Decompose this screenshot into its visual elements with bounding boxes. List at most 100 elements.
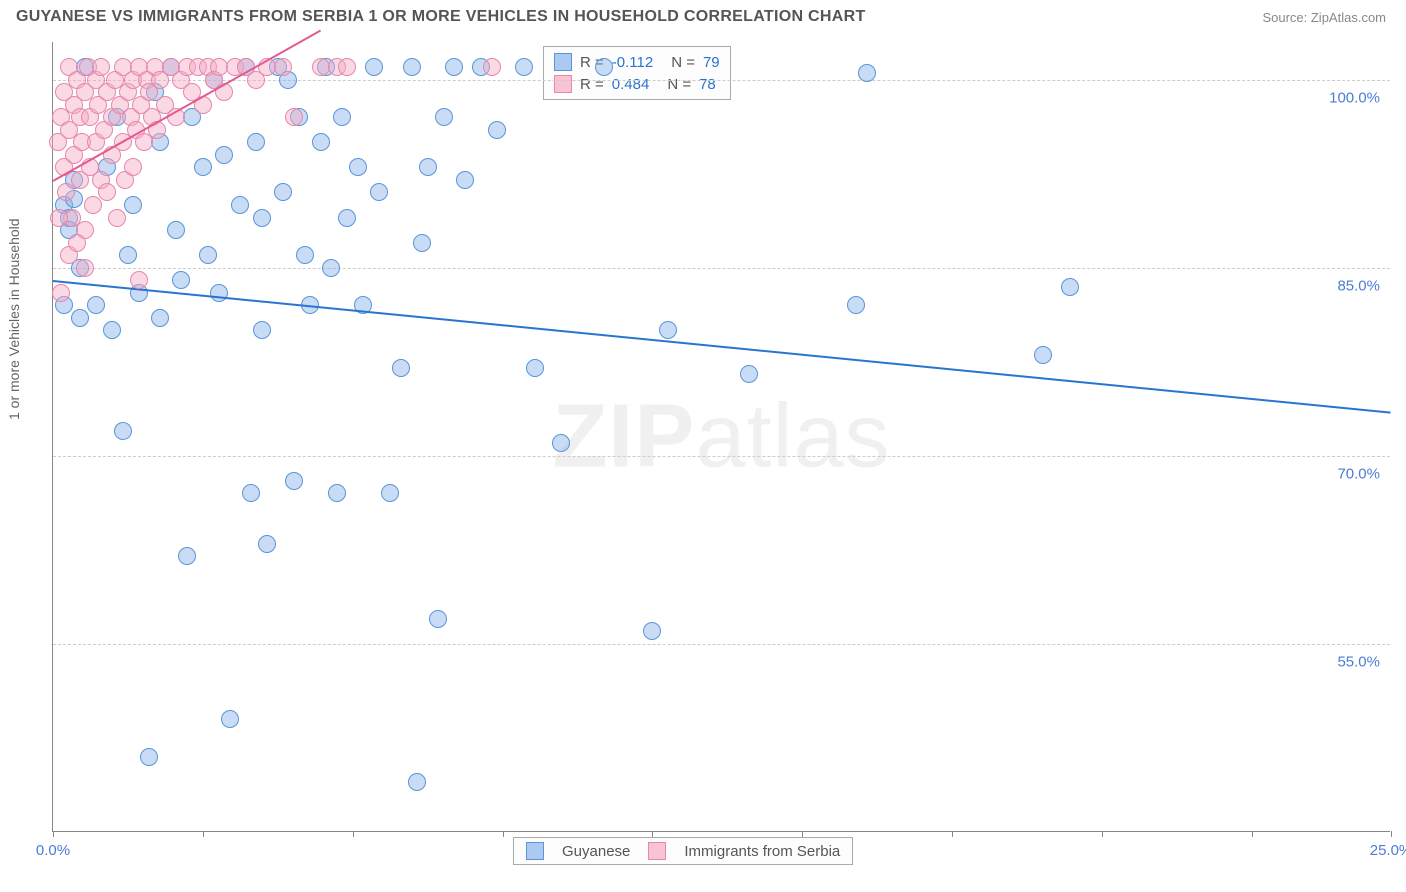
data-point	[119, 246, 137, 264]
data-point	[526, 359, 544, 377]
x-tick	[1252, 831, 1253, 837]
data-point	[242, 484, 260, 502]
data-point	[231, 196, 249, 214]
data-point	[365, 58, 383, 76]
n-value: 79	[703, 54, 720, 71]
data-point	[285, 108, 303, 126]
data-point	[215, 146, 233, 164]
gridline	[53, 644, 1390, 645]
x-tick	[1102, 831, 1103, 837]
data-point	[194, 158, 212, 176]
data-point	[274, 58, 292, 76]
data-point	[114, 422, 132, 440]
data-point	[595, 58, 613, 76]
data-point	[221, 710, 239, 728]
data-point	[456, 171, 474, 189]
data-point	[429, 610, 447, 628]
scatter-chart: ZIPatlas R = -0.112 N = 79 R = 0.484 N =…	[52, 42, 1390, 832]
data-point	[643, 622, 661, 640]
data-point	[419, 158, 437, 176]
data-point	[50, 209, 68, 227]
data-point	[333, 108, 351, 126]
data-point	[552, 434, 570, 452]
data-point	[338, 58, 356, 76]
x-tick	[652, 831, 653, 837]
data-point	[312, 133, 330, 151]
data-point	[296, 246, 314, 264]
data-point	[199, 246, 217, 264]
data-point	[515, 58, 533, 76]
swatch-icon	[526, 842, 544, 860]
data-point	[76, 259, 94, 277]
x-tick	[353, 831, 354, 837]
data-point	[172, 271, 190, 289]
stats-row-serbia: R = 0.484 N = 78	[554, 73, 720, 95]
bottom-legend: Guyanese Immigrants from Serbia	[513, 837, 853, 865]
data-point	[247, 133, 265, 151]
data-point	[338, 209, 356, 227]
data-point	[253, 321, 271, 339]
data-point	[130, 271, 148, 289]
data-point	[445, 58, 463, 76]
stats-row-guyanese: R = -0.112 N = 79	[554, 51, 720, 73]
data-point	[659, 321, 677, 339]
data-point	[435, 108, 453, 126]
data-point	[285, 472, 303, 490]
trend-line	[53, 280, 1391, 414]
data-point	[253, 209, 271, 227]
data-point	[392, 359, 410, 377]
data-point	[1034, 346, 1052, 364]
data-point	[98, 183, 116, 201]
data-point	[87, 296, 105, 314]
data-point	[488, 121, 506, 139]
swatch-icon	[554, 53, 572, 71]
x-tick	[1391, 831, 1392, 837]
data-point	[108, 209, 126, 227]
r-value: 0.484	[612, 76, 650, 93]
x-tick	[952, 831, 953, 837]
data-point	[413, 234, 431, 252]
data-point	[103, 321, 121, 339]
gridline	[53, 268, 1390, 269]
swatch-icon	[648, 842, 666, 860]
y-tick-label: 55.0%	[1337, 653, 1380, 670]
y-axis-label: 1 or more Vehicles in Household	[6, 218, 22, 420]
data-point	[322, 259, 340, 277]
data-point	[483, 58, 501, 76]
gridline	[53, 456, 1390, 457]
data-point	[52, 284, 70, 302]
y-tick-label: 85.0%	[1337, 277, 1380, 294]
data-point	[381, 484, 399, 502]
data-point	[408, 773, 426, 791]
x-tick-label: 0.0%	[36, 842, 70, 859]
stats-legend: R = -0.112 N = 79 R = 0.484 N = 78	[543, 46, 731, 100]
swatch-icon	[554, 75, 572, 93]
r-value: -0.112	[612, 54, 653, 71]
y-tick-label: 70.0%	[1337, 465, 1380, 482]
data-point	[403, 58, 421, 76]
watermark: ZIPatlas	[552, 385, 890, 488]
legend-label: Immigrants from Serbia	[684, 843, 840, 860]
legend-label: Guyanese	[562, 843, 630, 860]
x-tick-label: 25.0%	[1370, 842, 1406, 859]
x-tick	[802, 831, 803, 837]
data-point	[370, 183, 388, 201]
data-point	[68, 234, 86, 252]
source-attribution: Source: ZipAtlas.com	[1262, 10, 1386, 25]
data-point	[858, 64, 876, 82]
x-tick	[503, 831, 504, 837]
data-point	[151, 309, 169, 327]
data-point	[740, 365, 758, 383]
chart-title: GUYANESE VS IMMIGRANTS FROM SERBIA 1 OR …	[16, 8, 866, 26]
data-point	[847, 296, 865, 314]
data-point	[210, 284, 228, 302]
n-value: 78	[699, 76, 716, 93]
data-point	[1061, 278, 1079, 296]
data-point	[274, 183, 292, 201]
data-point	[140, 748, 158, 766]
y-tick-label: 100.0%	[1329, 89, 1380, 106]
x-tick	[53, 831, 54, 837]
data-point	[124, 196, 142, 214]
data-point	[328, 484, 346, 502]
data-point	[71, 309, 89, 327]
